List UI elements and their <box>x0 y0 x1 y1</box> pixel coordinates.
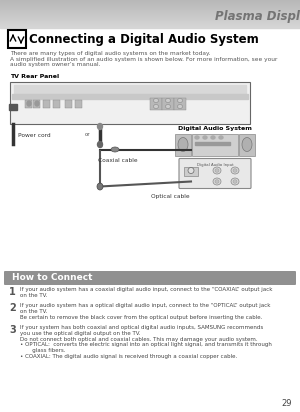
FancyBboxPatch shape <box>179 159 251 189</box>
Ellipse shape <box>195 136 199 139</box>
Bar <box>184 166 198 176</box>
Text: Digital Audio System: Digital Audio System <box>178 126 252 131</box>
Bar <box>0 11 300 12</box>
Ellipse shape <box>178 105 182 108</box>
Bar <box>43 100 50 108</box>
Text: Optical cable: Optical cable <box>151 194 189 199</box>
Bar <box>12 94 248 98</box>
Bar <box>0 8 300 9</box>
Bar <box>0 19 300 20</box>
Bar <box>0 26 300 27</box>
Bar <box>0 17 300 18</box>
Text: TV Rear Panel: TV Rear Panel <box>10 73 59 79</box>
Text: Coaxial cable: Coaxial cable <box>98 157 138 162</box>
Bar <box>0 10 300 11</box>
Bar <box>0 27 300 28</box>
Text: If your audio system has a coaxial digital audio input, connect to the “COAXIAL”: If your audio system has a coaxial digit… <box>20 287 272 298</box>
Text: Connecting a Digital Audio System: Connecting a Digital Audio System <box>29 33 259 45</box>
FancyBboxPatch shape <box>4 271 296 285</box>
Ellipse shape <box>215 180 219 183</box>
Text: How to Connect: How to Connect <box>12 274 92 283</box>
Ellipse shape <box>211 136 215 139</box>
Ellipse shape <box>166 98 170 103</box>
Ellipse shape <box>178 98 182 103</box>
Text: audio system owner’s manual.: audio system owner’s manual. <box>10 62 101 67</box>
Text: If your system has both coaxial and optical digital audio inputs, SAMSUNG recomm: If your system has both coaxial and opti… <box>20 325 272 359</box>
Ellipse shape <box>154 98 158 103</box>
Ellipse shape <box>188 168 194 173</box>
Bar <box>239 133 255 155</box>
Bar <box>0 15 300 16</box>
Ellipse shape <box>231 167 239 174</box>
Ellipse shape <box>97 183 103 190</box>
Ellipse shape <box>98 141 103 147</box>
Bar <box>0 0 300 1</box>
Bar <box>195 141 230 145</box>
Bar <box>25 100 32 108</box>
Bar <box>0 21 300 22</box>
Bar <box>10 82 250 124</box>
Bar <box>65 100 72 108</box>
Ellipse shape <box>233 180 237 183</box>
Text: 1: 1 <box>9 287 16 297</box>
Bar <box>150 98 162 110</box>
Bar <box>0 22 300 23</box>
Bar <box>0 9 300 10</box>
Text: There are many types of digital audio systems on the market today.: There are many types of digital audio sy… <box>10 51 211 56</box>
Text: Power cord: Power cord <box>18 133 51 138</box>
Bar <box>0 7 300 8</box>
Bar <box>174 98 186 110</box>
Bar <box>162 98 174 110</box>
Ellipse shape <box>27 101 31 106</box>
Bar <box>14 84 246 93</box>
Text: If your audio system has a optical digital audio input, connect to the “OPTICAL”: If your audio system has a optical digit… <box>20 303 271 320</box>
Bar <box>53 100 60 108</box>
Ellipse shape <box>213 167 221 174</box>
Bar <box>0 25 300 26</box>
Bar <box>75 100 82 108</box>
Bar <box>9 103 17 110</box>
Ellipse shape <box>154 105 158 108</box>
Ellipse shape <box>98 124 103 129</box>
Bar <box>0 6 300 7</box>
Text: A simplified illustration of an audio system is shown below. For more informatio: A simplified illustration of an audio sy… <box>10 56 278 61</box>
Ellipse shape <box>219 136 223 139</box>
Ellipse shape <box>178 138 188 152</box>
Ellipse shape <box>203 136 207 139</box>
Ellipse shape <box>231 178 239 185</box>
Ellipse shape <box>35 101 39 106</box>
Ellipse shape <box>242 138 252 152</box>
Bar <box>0 5 300 6</box>
Bar <box>0 16 300 17</box>
Bar <box>0 18 300 19</box>
Bar <box>0 1 300 2</box>
Bar <box>0 24 300 25</box>
Ellipse shape <box>166 105 170 108</box>
Ellipse shape <box>233 169 237 172</box>
Ellipse shape <box>111 147 119 152</box>
Text: 3: 3 <box>9 325 16 335</box>
Bar <box>0 3 300 4</box>
Bar <box>192 133 238 155</box>
Text: Plasma Display: Plasma Display <box>215 10 300 23</box>
Bar <box>33 100 40 108</box>
Ellipse shape <box>213 178 221 185</box>
Bar <box>8 30 26 48</box>
Text: Digital Audio Input: Digital Audio Input <box>197 162 233 166</box>
Bar <box>0 2 300 3</box>
Bar <box>0 13 300 14</box>
Bar <box>0 12 300 13</box>
Bar <box>0 4 300 5</box>
Bar <box>175 133 191 155</box>
Bar <box>0 23 300 24</box>
Text: 29: 29 <box>281 399 292 408</box>
Text: or: or <box>84 132 90 137</box>
Bar <box>0 14 300 15</box>
Text: 2: 2 <box>9 303 16 313</box>
Bar <box>0 20 300 21</box>
Ellipse shape <box>215 169 219 172</box>
